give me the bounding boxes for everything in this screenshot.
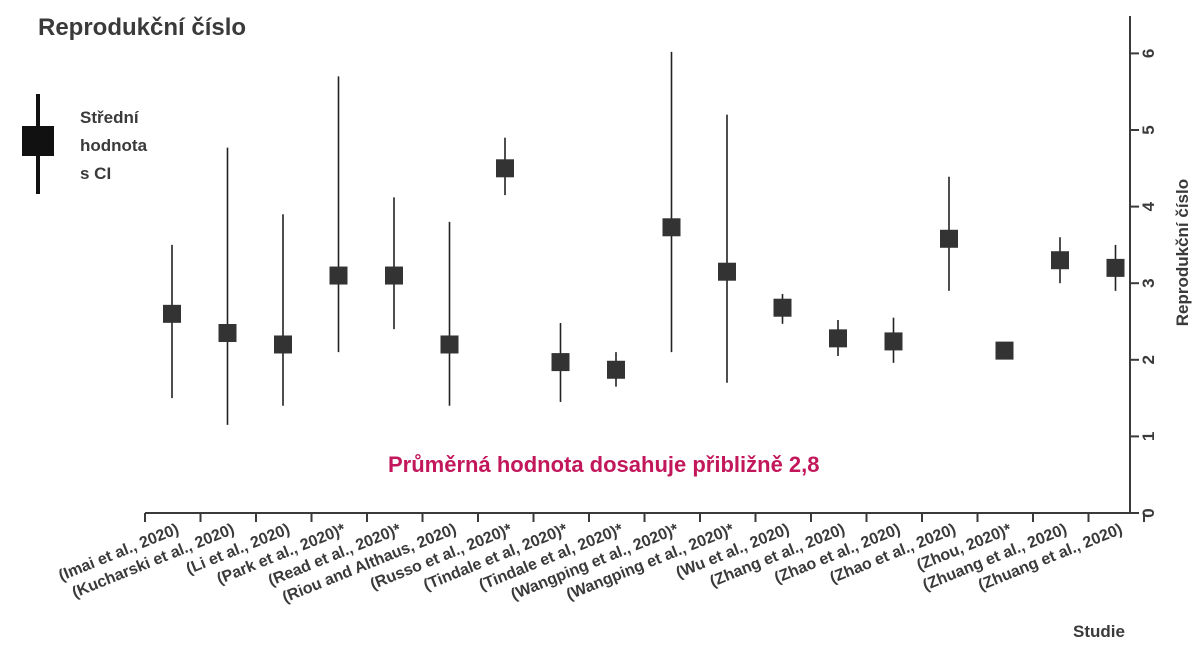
mean-point <box>385 266 403 285</box>
y-tick-label: 4 <box>1139 201 1158 211</box>
y-tick-label: 5 <box>1139 125 1158 134</box>
mean-point <box>829 329 847 348</box>
mean-point <box>718 262 736 281</box>
mean-point <box>884 332 903 351</box>
mean-point <box>662 218 681 237</box>
mean-annotation: Průměrná hodnota dosahuje přibližně 2,8 <box>388 452 820 477</box>
legend-line-3: s CI <box>80 164 112 183</box>
legend-line-2: hodnota <box>80 136 148 155</box>
legend <box>22 94 54 194</box>
mean-point <box>995 341 1014 360</box>
mean-point <box>163 304 181 323</box>
legend-square <box>22 126 54 156</box>
x-axis-label: Studie <box>1073 622 1125 641</box>
mean-point <box>218 323 237 342</box>
y-tick-label: 1 <box>1139 432 1158 441</box>
mean-point <box>940 229 958 248</box>
mean-point <box>607 360 625 379</box>
y-axis-title: Reprodukční číslo <box>1173 179 1192 326</box>
mean-point <box>496 159 514 178</box>
data-marks <box>163 51 1125 425</box>
mean-point <box>1051 251 1069 270</box>
y-tick-label: 6 <box>1139 49 1158 58</box>
mean-point <box>1106 258 1125 277</box>
y-tick-label: 3 <box>1139 278 1158 287</box>
y-tick-label: 2 <box>1139 355 1158 364</box>
mean-point <box>440 335 459 354</box>
mean-point <box>329 266 348 285</box>
mean-point <box>274 335 292 354</box>
mean-point <box>773 298 792 317</box>
chart-title: Reprodukční číslo <box>38 14 247 41</box>
y-tick-label: 0 <box>1139 508 1158 517</box>
legend-label: Střední hodnota s CI <box>80 104 147 188</box>
legend-line-1: Střední <box>80 108 139 127</box>
mean-point <box>551 353 570 372</box>
